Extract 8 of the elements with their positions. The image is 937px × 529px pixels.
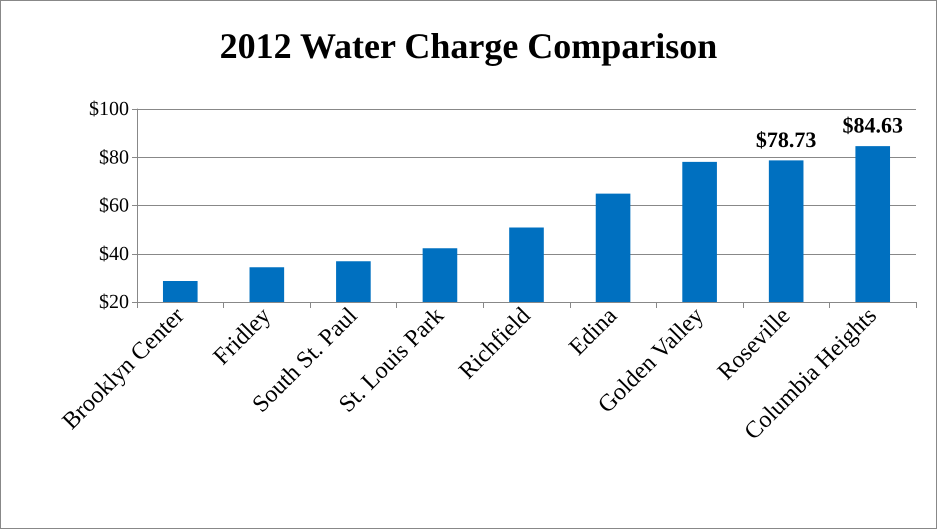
y-tick-label: $60 xyxy=(99,194,129,216)
y-tick-label: $20 xyxy=(99,291,129,313)
y-tick-label: $100 xyxy=(89,98,129,120)
chart-title: 2012 Water Charge Comparison xyxy=(220,26,718,66)
data-label: $84.63 xyxy=(842,112,903,138)
data-label: $78.73 xyxy=(756,126,816,152)
y-tick-label: $80 xyxy=(99,146,129,168)
y-tick-label: $40 xyxy=(99,242,129,265)
